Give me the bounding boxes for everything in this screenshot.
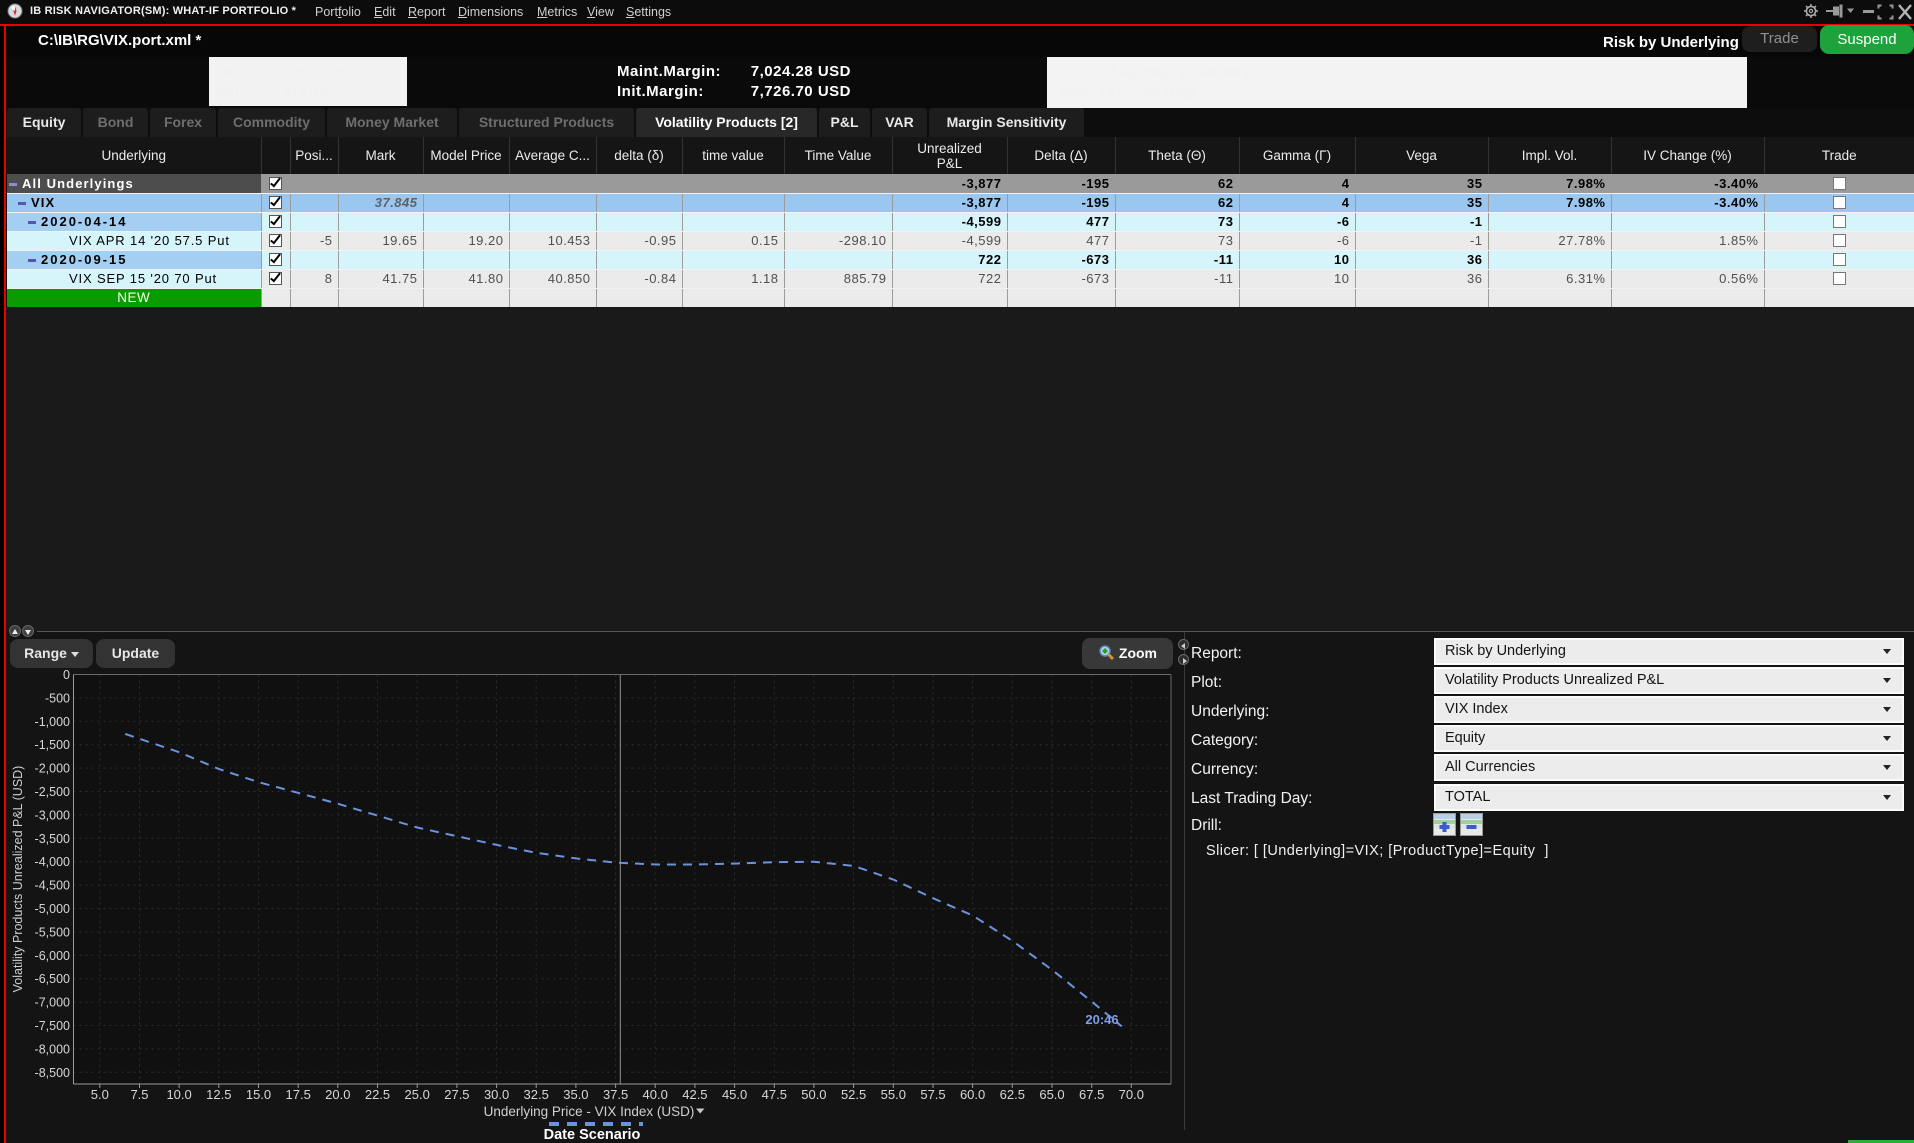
svg-text:Volatility Products Unrealized: Volatility Products Unrealized P&L (USD) [11,766,25,993]
svg-text:37.5: 37.5 [603,1087,628,1102]
svg-text:25.0: 25.0 [405,1087,430,1102]
svg-text:0: 0 [63,668,70,682]
svg-text:-2,500: -2,500 [35,785,70,799]
svg-text:30.0: 30.0 [484,1087,509,1102]
svg-text:60.0: 60.0 [960,1087,985,1102]
svg-text:55.0: 55.0 [881,1087,906,1102]
svg-text:17.5: 17.5 [286,1087,311,1102]
svg-text:-5,500: -5,500 [35,925,70,939]
svg-text:-2,000: -2,000 [35,762,70,776]
svg-text:35.0: 35.0 [563,1087,588,1102]
svg-text:70.0: 70.0 [1119,1087,1144,1102]
svg-text:67.5: 67.5 [1079,1087,1104,1102]
svg-text:-7,500: -7,500 [35,1019,70,1033]
svg-text:-500: -500 [45,691,70,705]
svg-text:-8,500: -8,500 [35,1066,70,1080]
svg-text:-4,500: -4,500 [35,879,70,893]
svg-text:-3,500: -3,500 [35,832,70,846]
svg-text:20.0: 20.0 [325,1087,350,1102]
svg-text:47.5: 47.5 [762,1087,787,1102]
svg-text:62.5: 62.5 [1000,1087,1025,1102]
svg-text:45.0: 45.0 [722,1087,747,1102]
svg-text:-3,000: -3,000 [35,808,70,822]
svg-text:-6,000: -6,000 [35,949,70,963]
svg-text:-1,000: -1,000 [35,715,70,729]
svg-text:12.5: 12.5 [206,1087,231,1102]
svg-text:40.0: 40.0 [643,1087,668,1102]
svg-text:20:46: 20:46 [1085,1012,1118,1027]
svg-text:7.5: 7.5 [130,1087,148,1102]
svg-text:65.0: 65.0 [1039,1087,1064,1102]
svg-text:5.0: 5.0 [91,1087,109,1102]
svg-text:Date Scenario: Date Scenario [544,1127,641,1143]
svg-text:-1,500: -1,500 [35,738,70,752]
svg-text:-4,000: -4,000 [35,855,70,869]
svg-text:42.5: 42.5 [682,1087,707,1102]
svg-text:27.5: 27.5 [444,1087,469,1102]
svg-text:57.5: 57.5 [920,1087,945,1102]
svg-text:15.0: 15.0 [246,1087,271,1102]
svg-text:22.5: 22.5 [365,1087,390,1102]
svg-text:Underlying Price - VIX Index (: Underlying Price - VIX Index (USD) [484,1104,695,1119]
svg-text:-5,000: -5,000 [35,902,70,916]
svg-text:-6,500: -6,500 [35,972,70,986]
svg-text:32.5: 32.5 [524,1087,549,1102]
svg-text:10.0: 10.0 [166,1087,191,1102]
svg-text:50.0: 50.0 [801,1087,826,1102]
svg-text:-8,000: -8,000 [35,1042,70,1056]
svg-text:-7,000: -7,000 [35,996,70,1010]
svg-text:52.5: 52.5 [841,1087,866,1102]
